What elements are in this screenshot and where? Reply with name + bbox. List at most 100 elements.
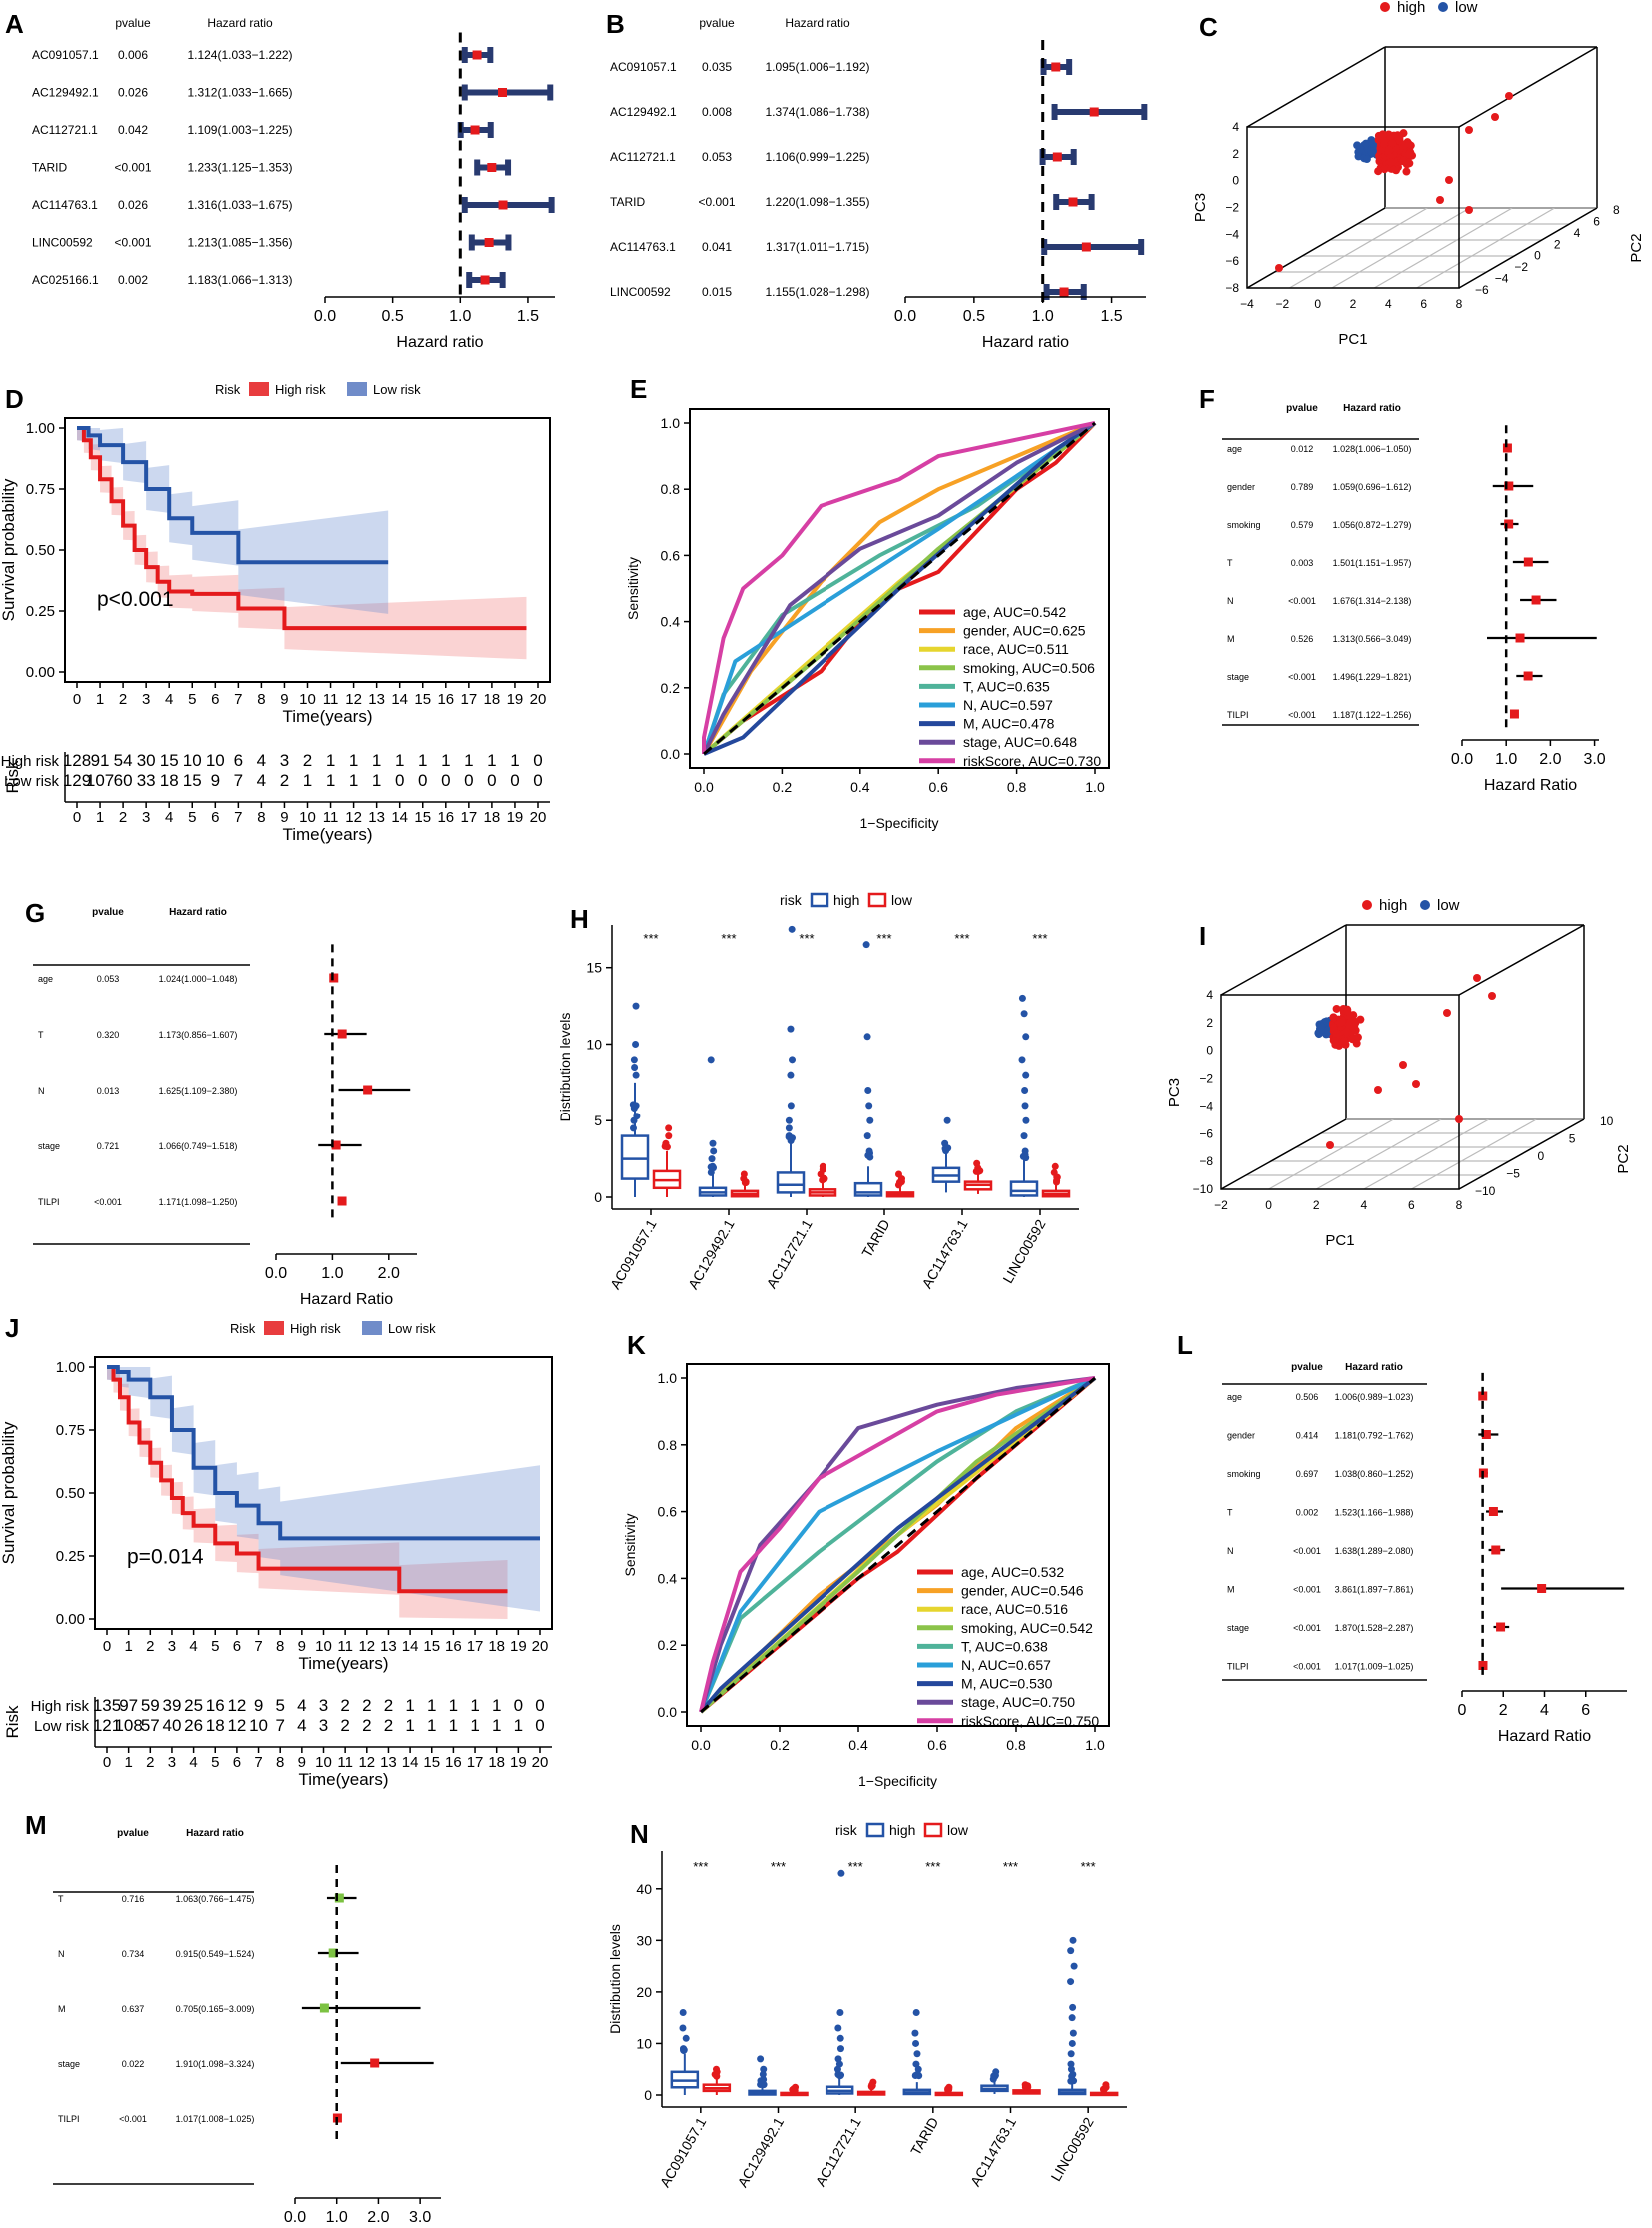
x-tick-label: 0.4 — [850, 779, 870, 795]
outlier-high — [785, 1116, 793, 1124]
risk-count-low: 1 — [470, 1716, 479, 1735]
risk-count-low: 2 — [280, 771, 289, 790]
point-high — [1491, 113, 1499, 121]
risk-count-low: 4 — [297, 1716, 306, 1735]
y-tick-label: 0.2 — [658, 1637, 678, 1653]
y-tick-label: 5 — [594, 1113, 602, 1128]
row-pvalue: <0.001 — [1293, 1662, 1321, 1672]
row-hazard-ratio: 1.638(1.289−2.080) — [1335, 1546, 1414, 1556]
box-edge — [1458, 46, 1598, 128]
legend-label: race, AUC=0.516 — [961, 1601, 1068, 1617]
row-hazard-ratio: 3.861(1.897−7.861) — [1335, 1585, 1414, 1595]
x-tick-label: 6 — [1420, 297, 1427, 311]
row-hazard-ratio: 1.017(1.008−1.025) — [176, 2114, 255, 2124]
risk-count-low: 4 — [257, 771, 266, 790]
row-pvalue: 0.789 — [1291, 482, 1314, 492]
x-tick-label: 11 — [337, 1638, 353, 1655]
z-tick-label: −8 — [1225, 281, 1239, 295]
x-tick-label: 4 — [1540, 1702, 1549, 1719]
row-pvalue: <0.001 — [1288, 596, 1316, 606]
legend-label-high: High risk — [275, 382, 326, 397]
x-tick-label: 4 — [1385, 297, 1392, 311]
risk-count-high: 1 — [492, 1696, 501, 1715]
x-tick-label: 14 — [391, 691, 408, 708]
panel-k-roc: K 0.0 0.0 0.2 0.2 0.4 0.4 0.6 0.6 0.8 0.8 1.0 1.0 1−S… — [622, 1330, 1110, 1789]
risk-table-high-label: High risk — [31, 1698, 90, 1715]
risk-x-axis-title: Time(years) — [282, 825, 372, 844]
legend-label-high: high — [1397, 0, 1425, 16]
y-tick-label: 0.6 — [658, 1504, 678, 1520]
outlier-high — [759, 2070, 767, 2078]
point-estimate — [337, 1029, 347, 1039]
risk-x-tick-label: 4 — [165, 809, 173, 826]
x-tick-label: 0.2 — [770, 1737, 790, 1753]
risk-count-high: 25 — [184, 1696, 203, 1715]
outlier-high — [862, 941, 870, 949]
x-tick-label: 0 — [1314, 297, 1321, 311]
outlier-high — [629, 1101, 637, 1109]
legend-label: race, AUC=0.511 — [963, 641, 1069, 657]
y-axis-title: Distribution levels — [607, 1924, 623, 2034]
outlier-high — [708, 1155, 716, 1163]
panel-label-l: L — [1177, 1330, 1193, 1360]
point-high — [1329, 1013, 1338, 1022]
risk-count-low: 57 — [141, 1716, 160, 1735]
outlier-high — [757, 2077, 765, 2085]
legend-label: stage, AUC=0.648 — [963, 734, 1077, 750]
risk-count-low: 0 — [441, 771, 450, 790]
y-tick-label: 1.00 — [56, 1359, 85, 1376]
outlier-high — [631, 1064, 639, 1071]
outlier-high — [1068, 2014, 1076, 2022]
x-tick-label: 12 — [358, 1638, 375, 1655]
y-tick-label: −10 — [1475, 1184, 1496, 1198]
panel-label-e: E — [630, 374, 647, 404]
point-low — [1322, 1017, 1331, 1026]
legend-label: smoking, AUC=0.506 — [963, 660, 1095, 676]
z-tick-label: 0 — [1232, 174, 1239, 188]
outlier-high — [1022, 1116, 1030, 1124]
row-pvalue: 0.002 — [118, 273, 148, 287]
diagonal-reference — [700, 1376, 1096, 1714]
outlier-high — [836, 2034, 844, 2042]
row-hazard-ratio: 1.501(1.151−1.957) — [1333, 558, 1412, 568]
row-pvalue: 0.042 — [118, 123, 148, 137]
significance-marker: *** — [876, 931, 891, 946]
row-name: stage — [58, 2059, 80, 2069]
floor-grid — [1268, 1118, 1394, 1190]
outlier-high — [1067, 2077, 1075, 2085]
point-estimate — [328, 1948, 338, 1958]
panel-j-survival: J Risk High risk Low risk 0.00 0.25 0.50 0.75 1.… — [0, 1313, 553, 1789]
x-tick-label: 0.0 — [314, 308, 336, 325]
x-tick-label: 0.2 — [773, 779, 793, 795]
legend-label-low: Low risk — [388, 1321, 436, 1336]
risk-x-tick-label: 17 — [467, 1754, 484, 1771]
x-tick-label: 4 — [1360, 1198, 1367, 1212]
panel-label-h: H — [570, 904, 589, 934]
box-edge — [1458, 924, 1585, 996]
legend-label: stage, AUC=0.750 — [961, 1694, 1075, 1710]
box-high — [620, 1134, 650, 1180]
x-axis-title: Hazard Ratio — [1484, 777, 1577, 794]
panel-e-roc: E 0.0 0.0 0.2 0.2 0.4 0.4 0.6 0.6 0.8 0.8 1.0 1.0 1−S… — [625, 374, 1110, 831]
point-high — [1465, 206, 1473, 214]
x-tick-label: 8 — [257, 691, 265, 708]
x-tick-label: 10 — [299, 691, 316, 708]
column-header-pvalue: pvalue — [699, 16, 735, 30]
outlier-low — [821, 1174, 828, 1182]
floor-grid — [1416, 207, 1555, 289]
panel-label-k: K — [627, 1330, 646, 1360]
legend-dot-low — [1438, 2, 1448, 12]
x-tick-label: 3 — [142, 691, 150, 708]
panel-label-a: A — [5, 9, 24, 39]
outlier-high — [914, 2071, 922, 2079]
row-pvalue: 0.026 — [118, 86, 148, 100]
row-hazard-ratio: 1.017(1.009−1.025) — [1335, 1662, 1414, 1672]
risk-count-low: 3 — [319, 1716, 328, 1735]
row-name: TILPI — [38, 1197, 60, 1207]
point-high — [1386, 158, 1395, 167]
risk-count-high: 1 — [470, 1696, 479, 1715]
point-estimate — [1515, 633, 1525, 643]
point-high — [1488, 992, 1496, 1000]
x-tick-label: 0.8 — [1006, 1737, 1026, 1753]
